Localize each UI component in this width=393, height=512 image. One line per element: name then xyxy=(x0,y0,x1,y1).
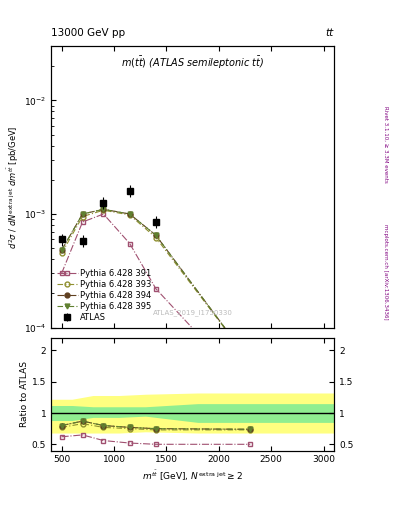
Pythia 6.428 394 xyxy=(80,211,85,217)
Pythia 6.428 393 xyxy=(101,207,106,214)
Pythia 6.428 395 xyxy=(248,359,253,365)
Pythia 6.428 394 xyxy=(154,232,158,239)
Text: tt: tt xyxy=(326,28,334,37)
Pythia 6.428 395 xyxy=(127,211,132,217)
Pythia 6.428 395 xyxy=(59,247,64,253)
Text: Rivet 3.1.10, ≥ 3.3M events: Rivet 3.1.10, ≥ 3.3M events xyxy=(383,106,388,183)
Line: Pythia 6.428 393: Pythia 6.428 393 xyxy=(59,208,253,365)
Y-axis label: $d^2\sigma$ / $dN^{\rm extra\ jet}$ $dm^{t\bar{t}}$ [pb/GeV]: $d^2\sigma$ / $dN^{\rm extra\ jet}$ $dm^… xyxy=(6,125,21,249)
Pythia 6.428 391 xyxy=(101,211,106,217)
Pythia 6.428 391 xyxy=(80,219,85,225)
Pythia 6.428 394 xyxy=(101,206,106,212)
Y-axis label: Ratio to ATLAS: Ratio to ATLAS xyxy=(20,361,29,427)
Pythia 6.428 393 xyxy=(127,212,132,218)
Pythia 6.428 394 xyxy=(59,247,64,253)
Pythia 6.428 393 xyxy=(59,250,64,257)
Text: 13000 GeV pp: 13000 GeV pp xyxy=(51,28,125,37)
Pythia 6.428 395 xyxy=(101,206,106,212)
Pythia 6.428 393 xyxy=(154,234,158,241)
Pythia 6.428 393 xyxy=(80,214,85,220)
Line: Pythia 6.428 395: Pythia 6.428 395 xyxy=(59,207,253,365)
Pythia 6.428 391 xyxy=(248,388,253,394)
Line: Pythia 6.428 391: Pythia 6.428 391 xyxy=(59,211,253,393)
Pythia 6.428 394 xyxy=(127,211,132,217)
Text: ATLAS_2019_I1750330: ATLAS_2019_I1750330 xyxy=(152,310,233,316)
Pythia 6.428 391 xyxy=(59,270,64,276)
Pythia 6.428 394 xyxy=(248,359,253,365)
Text: mcplots.cern.ch [arXiv:1306.3436]: mcplots.cern.ch [arXiv:1306.3436] xyxy=(383,224,388,319)
Pythia 6.428 391 xyxy=(154,286,158,292)
Text: $m(t\bar{t})$ (ATLAS semileptonic $t\bar{t}$): $m(t\bar{t})$ (ATLAS semileptonic $t\bar… xyxy=(121,55,264,71)
Pythia 6.428 395 xyxy=(80,211,85,217)
Pythia 6.428 393 xyxy=(248,359,253,365)
Line: Pythia 6.428 394: Pythia 6.428 394 xyxy=(59,207,253,365)
Legend: Pythia 6.428 391, Pythia 6.428 393, Pythia 6.428 394, Pythia 6.428 395, ATLAS: Pythia 6.428 391, Pythia 6.428 393, Pyth… xyxy=(55,267,153,324)
X-axis label: $m^{t\bar{t}}$ [GeV], $N^{\rm extra\ jet} \geq 2$: $m^{t\bar{t}}$ [GeV], $N^{\rm extra\ jet… xyxy=(142,468,243,483)
Pythia 6.428 391 xyxy=(127,241,132,247)
Pythia 6.428 395 xyxy=(154,232,158,239)
